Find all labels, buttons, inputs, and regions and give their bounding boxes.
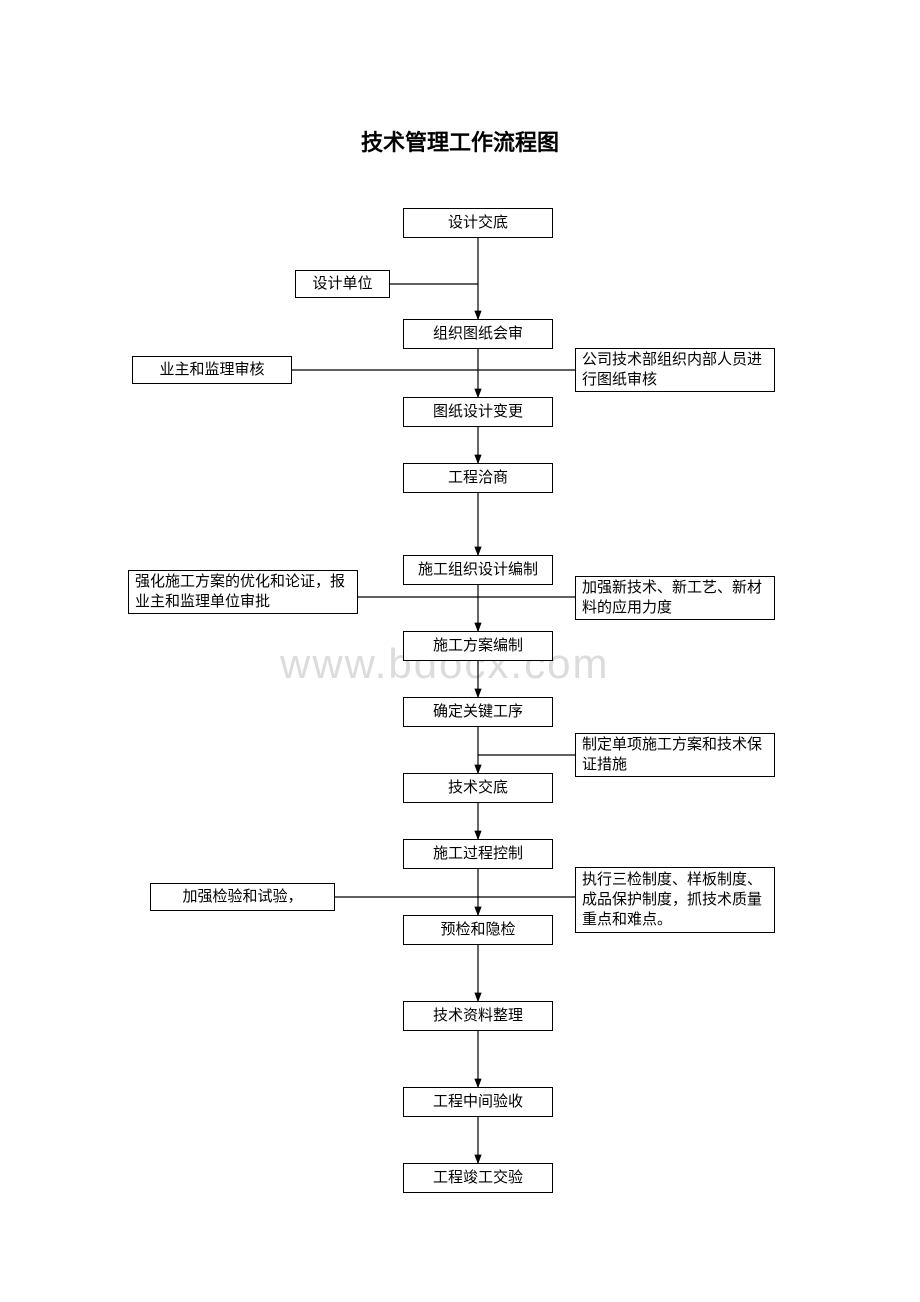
flow-node-n2: 组织图纸会审 — [403, 319, 553, 349]
side-note-s8: 执行三检制度、样板制度、成品保护制度，抓技术质量重点和难点。 — [575, 867, 775, 933]
flow-node-n9: 施工过程控制 — [403, 839, 553, 869]
flow-node-n8: 技术交底 — [403, 773, 553, 803]
side-note-s5: 加强新技术、新工艺、新材料的应用力度 — [575, 576, 775, 620]
flow-node-n7: 确定关键工序 — [403, 697, 553, 727]
flow-node-n3: 图纸设计变更 — [403, 397, 553, 427]
flowchart-canvas: 技术管理工作流程图 www.bdocx.com 设计交底组织图纸会审图纸设计变更… — [0, 0, 920, 1302]
page-title: 技术管理工作流程图 — [0, 125, 920, 157]
flow-node-n6: 施工方案编制 — [403, 631, 553, 661]
flow-node-n12: 工程中间验收 — [403, 1087, 553, 1117]
flow-node-n5: 施工组织设计编制 — [403, 555, 553, 585]
side-note-s4: 强化施工方案的优化和论证，报业主和监理单位审批 — [128, 570, 358, 614]
side-note-s3: 公司技术部组织内部人员进行图纸审核 — [575, 348, 775, 392]
side-note-s2: 业主和监理审核 — [132, 356, 292, 384]
flow-node-n13: 工程竣工交验 — [403, 1163, 553, 1193]
side-note-s6: 制定单项施工方案和技术保证措施 — [575, 733, 775, 777]
flow-node-n11: 技术资料整理 — [403, 1001, 553, 1031]
side-note-s7: 加强检验和试验， — [150, 883, 335, 911]
flow-node-n4: 工程洽商 — [403, 463, 553, 493]
flow-node-n10: 预检和隐检 — [403, 915, 553, 945]
flow-node-n1: 设计交底 — [403, 208, 553, 238]
side-note-s1: 设计单位 — [295, 270, 390, 298]
